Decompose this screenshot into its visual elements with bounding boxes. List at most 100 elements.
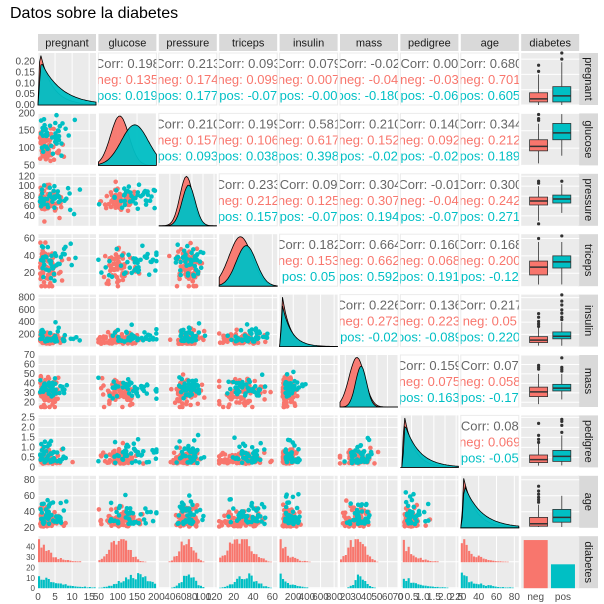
xtick-label-age: 20: [455, 592, 467, 603]
corr-overall: Corr: 0.160: [397, 237, 462, 252]
hist-bar-pos: [192, 577, 195, 589]
outlier-pos: [560, 299, 564, 303]
hist-bar-neg: [434, 561, 437, 563]
point-neg: [56, 150, 61, 156]
point-pos: [187, 493, 192, 498]
hist-bar-neg: [429, 561, 432, 563]
hist-bar-pos: [173, 586, 176, 589]
point-neg: [234, 400, 239, 405]
ytick-label-diabetes: 30: [26, 553, 35, 562]
point-neg: [171, 450, 177, 456]
point-pos: [189, 392, 195, 397]
point-pos: [287, 438, 293, 443]
hist-bar-pos: [485, 585, 488, 589]
point-pos: [136, 182, 142, 187]
point-pos: [184, 387, 189, 392]
point-pos: [181, 521, 186, 527]
point-pos: [45, 497, 50, 503]
point-pos: [425, 501, 431, 507]
point-pos: [137, 460, 142, 465]
hist-bar-neg: [371, 559, 374, 563]
outlier-neg: [537, 363, 541, 367]
hist-bar-neg: [255, 554, 258, 563]
point-pos: [174, 445, 179, 450]
point-pos: [297, 514, 302, 519]
point-pos: [50, 500, 56, 505]
point-neg: [179, 460, 184, 465]
point-neg: [188, 240, 193, 246]
point-neg: [52, 404, 58, 410]
point-pos: [67, 207, 73, 213]
point-pos: [410, 509, 415, 515]
corr-overall: Corr: 0.233: [216, 177, 281, 192]
point-pos: [136, 267, 142, 273]
corr-pos: pos: -0.089: [397, 330, 462, 345]
point-neg: [112, 389, 117, 395]
point-pos: [403, 490, 409, 495]
corr-pos: pos: -0.06: [400, 88, 458, 103]
point-neg: [262, 397, 267, 402]
point-neg: [216, 519, 222, 524]
point-pos: [421, 509, 427, 515]
point-pos: [131, 520, 137, 525]
corr-pos: pos: 0.05: [282, 269, 336, 284]
point-pos: [186, 325, 192, 331]
hist-bar-pos: [463, 575, 466, 589]
hist-bar-pos: [190, 577, 193, 589]
point-pos: [42, 457, 48, 463]
point-neg: [112, 266, 117, 272]
ytick-label-mass: 70: [24, 350, 36, 361]
panel-triceps-pregnant: [37, 234, 96, 289]
point-neg: [216, 524, 222, 529]
ytick-label-pedigree: 0: [29, 462, 35, 473]
point-pos: [294, 387, 300, 392]
hist-bar-pos: [501, 587, 504, 589]
corr-neg: neg: 0.223: [399, 314, 460, 329]
hist-bar-neg: [465, 544, 468, 563]
point-pos: [39, 448, 45, 453]
panel-glucose-diabetes: [521, 112, 580, 166]
point-pos: [125, 377, 131, 382]
xtick-label-mass: 60: [382, 592, 394, 603]
point-neg: [120, 404, 125, 410]
corr-pos: pos: 0.194: [339, 209, 400, 224]
ytick-label-glucose: 100: [18, 143, 35, 154]
point-pos: [44, 254, 49, 260]
hist-bar-neg: [497, 561, 500, 563]
hist-bar-neg: [38, 539, 41, 563]
corr-neg: neg: 0.174: [157, 72, 218, 87]
hist-bar-neg: [129, 550, 132, 563]
box-neg: [529, 92, 548, 103]
point-neg: [59, 278, 65, 283]
point-pos: [292, 443, 297, 448]
point-pos: [113, 383, 118, 388]
point-pos: [229, 337, 234, 343]
point-pos: [38, 453, 43, 458]
xtick-label-mass: 20: [340, 592, 352, 603]
hist-bar-neg: [183, 545, 186, 563]
point-pos: [115, 520, 121, 526]
point-neg: [41, 140, 47, 145]
hist-bar-pos: [405, 581, 408, 589]
hist-bar-pos: [47, 579, 50, 589]
hist-bar-neg: [253, 553, 256, 563]
hist-bar-neg: [134, 556, 137, 563]
density-pos: [460, 485, 520, 529]
point-neg: [225, 339, 230, 345]
ytick-label-mass: 20: [24, 397, 36, 408]
point-pos: [367, 513, 372, 518]
point-pos: [140, 337, 146, 343]
hist-bar-neg: [47, 550, 50, 563]
strip-col-age: [460, 34, 519, 51]
point-pos: [195, 432, 201, 438]
density-pos: [400, 425, 459, 468]
point-pos: [405, 503, 411, 509]
hist-bar-pos: [144, 576, 147, 589]
point-pos: [180, 452, 186, 458]
point-pos: [154, 327, 159, 332]
hist-bar-neg: [349, 540, 352, 563]
point-neg: [99, 375, 105, 381]
